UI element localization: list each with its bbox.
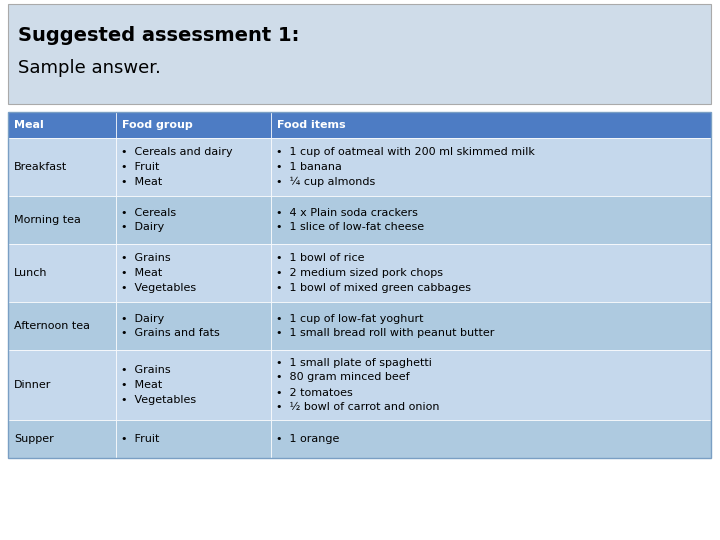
Text: •  ¼ cup almonds: • ¼ cup almonds	[276, 177, 375, 187]
Bar	[8, 4, 711, 104]
Text: •  Meat: • Meat	[121, 380, 162, 390]
Text: •  1 bowl of mixed green cabbages: • 1 bowl of mixed green cabbages	[276, 283, 471, 293]
Text: •  Grains: • Grains	[121, 365, 171, 375]
Text: •  Cereals and dairy: • Cereals and dairy	[121, 147, 233, 157]
Text: •  ½ bowl of carrot and onion: • ½ bowl of carrot and onion	[276, 402, 439, 413]
Bar	[271, 350, 711, 420]
Text: •  Fruit: • Fruit	[121, 434, 159, 444]
Bar	[8, 112, 116, 138]
Text: Dinner: Dinner	[14, 380, 51, 390]
Bar	[271, 244, 711, 302]
Text: •  Meat: • Meat	[121, 177, 162, 187]
Bar	[8, 244, 116, 302]
Bar	[116, 138, 271, 196]
Text: •  Grains and fats: • Grains and fats	[121, 328, 220, 339]
Text: •  2 medium sized pork chops: • 2 medium sized pork chops	[276, 268, 443, 278]
Text: •  Cereals: • Cereals	[121, 207, 176, 218]
Text: Sample answer.: Sample answer.	[18, 59, 161, 77]
Text: •  4 x Plain soda crackers: • 4 x Plain soda crackers	[276, 207, 418, 218]
Text: Food group: Food group	[122, 120, 193, 130]
Text: •  2 tomatoes: • 2 tomatoes	[276, 388, 353, 397]
Bar	[116, 244, 271, 302]
Text: •  1 banana: • 1 banana	[276, 162, 342, 172]
Bar	[8, 112, 711, 458]
Text: •  Vegetables: • Vegetables	[121, 395, 196, 405]
Text: •  1 slice of low-fat cheese: • 1 slice of low-fat cheese	[276, 222, 424, 233]
Text: •  1 cup of oatmeal with 200 ml skimmed milk: • 1 cup of oatmeal with 200 ml skimmed m…	[276, 147, 535, 157]
Bar	[8, 196, 116, 244]
Text: Breakfast: Breakfast	[14, 162, 67, 172]
Text: •  Meat: • Meat	[121, 268, 162, 278]
Text: •  1 small plate of spaghetti: • 1 small plate of spaghetti	[276, 357, 432, 368]
Text: Morning tea: Morning tea	[14, 215, 81, 225]
Bar	[8, 302, 116, 350]
Text: •  Dairy: • Dairy	[121, 222, 164, 233]
Bar	[271, 112, 711, 138]
Text: Suggested assessment 1:: Suggested assessment 1:	[18, 26, 300, 45]
Text: •  Dairy: • Dairy	[121, 314, 164, 323]
Text: •  Grains: • Grains	[121, 253, 171, 263]
Bar	[116, 420, 271, 458]
Text: Meal: Meal	[14, 120, 44, 130]
Text: Afternoon tea: Afternoon tea	[14, 321, 90, 331]
Bar	[271, 196, 711, 244]
Bar	[116, 112, 271, 138]
Bar	[271, 138, 711, 196]
Text: Supper: Supper	[14, 434, 54, 444]
Text: •  1 orange: • 1 orange	[276, 434, 339, 444]
Text: •  1 cup of low-fat yoghurt: • 1 cup of low-fat yoghurt	[276, 314, 423, 323]
Bar	[271, 302, 711, 350]
Bar	[8, 420, 116, 458]
Bar	[8, 350, 116, 420]
Text: Food items: Food items	[277, 120, 346, 130]
Bar	[116, 350, 271, 420]
Bar	[8, 138, 116, 196]
Text: •  1 small bread roll with peanut butter: • 1 small bread roll with peanut butter	[276, 328, 495, 339]
Text: •  Fruit: • Fruit	[121, 162, 159, 172]
Text: •  80 gram minced beef: • 80 gram minced beef	[276, 373, 410, 382]
Text: •  1 bowl of rice: • 1 bowl of rice	[276, 253, 364, 263]
Bar	[116, 196, 271, 244]
Bar	[271, 420, 711, 458]
Text: Lunch: Lunch	[14, 268, 48, 278]
Text: •  Vegetables: • Vegetables	[121, 283, 196, 293]
Bar	[116, 302, 271, 350]
